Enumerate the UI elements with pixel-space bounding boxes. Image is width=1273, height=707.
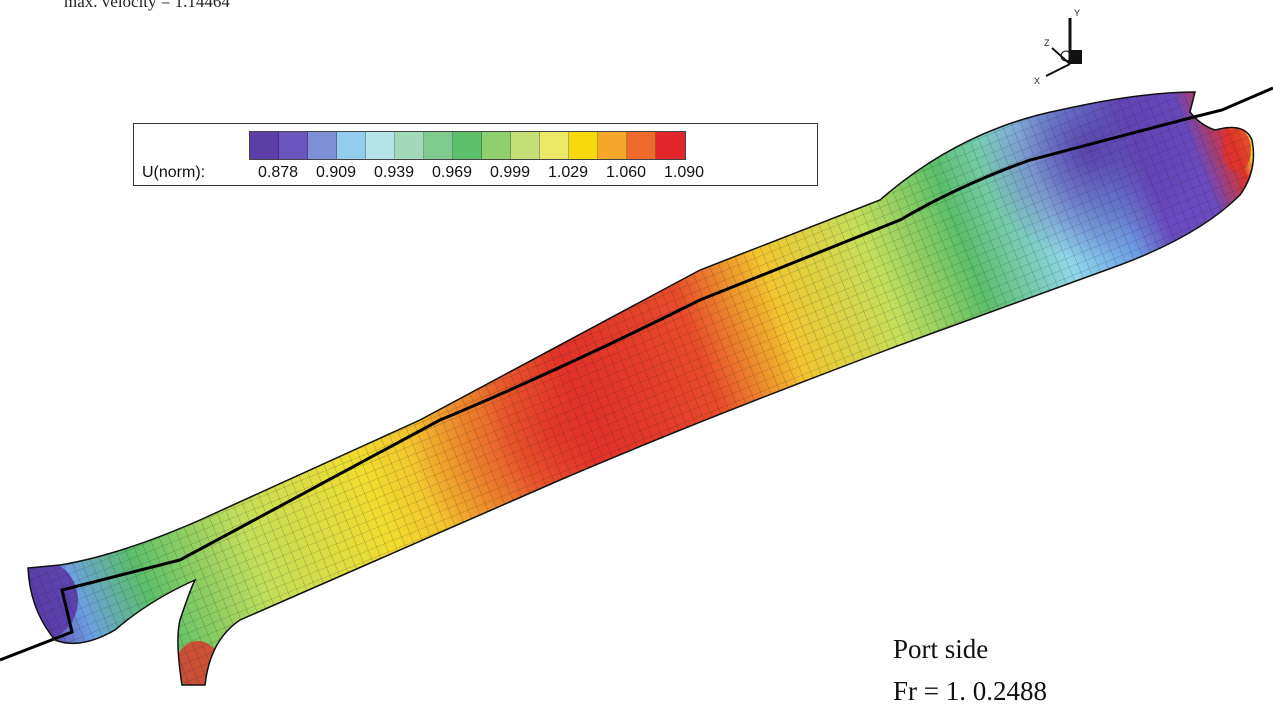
caption-froude: Fr = 1. 0.2488 — [893, 676, 1047, 706]
legend-swatch — [482, 132, 511, 159]
waterline — [0, 86, 1273, 662]
legend-swatch — [395, 132, 424, 159]
legend-tick-label: 0.939 — [373, 164, 415, 181]
caption-port-side: Port side — [893, 634, 989, 664]
legend-tick-label: 0.969 — [431, 164, 473, 181]
color-legend: U(norm): 0.878 0.909 0.939 0.969 0.999 1.029 1… — [133, 123, 818, 186]
legend-tick-label: 1.029 — [547, 164, 589, 181]
legend-tick-label: 1.060 — [605, 164, 647, 181]
legend-swatch — [279, 132, 308, 159]
legend-swatch — [453, 132, 482, 159]
legend-tick-label: 0.878 — [257, 164, 299, 181]
hull-surface — [28, 92, 1254, 685]
legend-swatch — [366, 132, 395, 159]
axis-triad: Y Z X — [1034, 8, 1082, 86]
legend-swatch — [308, 132, 337, 159]
legend-swatch — [540, 132, 569, 159]
legend-swatch — [598, 132, 627, 159]
legend-swatch — [424, 132, 453, 159]
legend-variable-label: U(norm): — [142, 164, 206, 181]
legend-swatch — [627, 132, 656, 159]
legend-tick-label: 1.090 — [663, 164, 705, 181]
legend-swatch — [511, 132, 540, 159]
hull-outline — [27, 91, 1255, 686]
hull-contour-plot — [0, 86, 1273, 686]
header-text: max. velocity = 1.14464 — [64, 0, 230, 11]
legend-swatch — [337, 132, 366, 159]
legend-tick-label: 0.999 — [489, 164, 531, 181]
legend-colorbar — [249, 131, 686, 160]
legend-swatch — [250, 132, 279, 159]
legend-swatch — [569, 132, 598, 159]
axis-label-z: Z — [1044, 38, 1050, 48]
legend-swatch — [656, 132, 685, 159]
legend-tick-label: 0.909 — [315, 164, 357, 181]
axis-label-x: X — [1034, 76, 1040, 86]
axis-label-y: Y — [1074, 8, 1080, 18]
